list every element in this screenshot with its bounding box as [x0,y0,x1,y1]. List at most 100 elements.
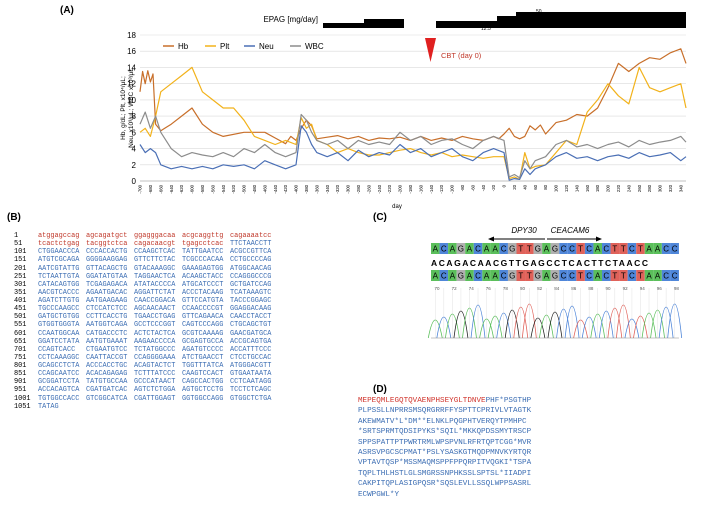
y-axis-label-line1: Hb, g/dL; Plt, x10⁴/μL; [120,76,127,140]
base-cell [559,243,568,254]
protein-line: ASRSVPGCSCPMAT*PSLYSASKGTMQDPMNVKYRTQR [358,449,532,458]
sequence-row: 101 CTGGAACCCA CCCACCACTG CCAAGCTCAC TATTGAA… [14,248,278,256]
sequence-row: 501 GATGCTGTGG CCTTCACCTG TGAACCTGAG GTTCAGA… [14,313,278,321]
base-letter: C [663,245,669,254]
sequence-group: TCTAATTGTA [38,272,80,281]
base-cell [490,270,500,281]
sequence-group: ACACAGAGAG [86,370,128,379]
epag-bar-segment [436,21,497,28]
base-letter: G [509,245,515,254]
arrow-left-icon [488,236,494,242]
sequence-group: CGATGATCAC [86,386,128,395]
sequence-group: CGATTGGAGT [134,394,176,403]
position-label: 72 [452,286,458,291]
protein-line: SPPSPATTPTPWRTRMLWPSPVNLRFRTQPTCGG*MVR [358,438,532,447]
base-cell [516,243,526,254]
base-cell [490,243,500,254]
legend-label: Hb [178,42,189,51]
sequence-group: ACCCTACAAG [182,288,224,297]
base-cell [550,270,560,281]
base-cell [525,270,534,281]
sequence-group: GGATCCTATA [38,337,80,346]
base-cell [542,270,551,281]
base-cell [653,243,662,254]
base-letter: G [535,245,541,254]
position-label: 84 [554,286,560,291]
sequence-position: 551 [14,321,27,330]
nucleotide-sequence: 1 atggagccag agcagatgct ggagggacaa acgcaggtt… [14,232,278,411]
epag-bar-segment [497,16,516,28]
base-letter: G [458,245,464,254]
x-tick-label: -180 [408,184,413,193]
sequence-group: TATAG [38,402,59,411]
sequence-position: 451 [14,305,27,314]
base-letter: A [484,272,490,281]
protein-line: AKEWMATV*L*DM**ELNKLPQGPHTVERQYTPMHPC [358,417,527,426]
sequence-position: 401 [14,297,27,305]
base-letter: T [621,245,626,254]
sequence-position: 901 [14,378,27,387]
x-tick-label: 220 [616,184,621,192]
base-cell [448,243,457,254]
cbt-triangle-icon [425,38,436,62]
base-letter: C [672,272,678,281]
y-axis-ticks: 0 2 4 6 8 10 12 14 16 18 [127,31,136,186]
sequence-row: 251 TCTAATTGTA GGATATGTAA TAGGAACTCA ACAAGCT… [14,273,278,281]
x-tick-label: 300 [658,184,663,192]
base-letter: A [655,245,661,254]
base-letter: C [672,245,678,254]
y-tick-label: 14 [127,63,136,72]
base-letter: C [603,245,609,254]
base-cell [559,270,568,281]
sequence-row: 801 GCAGCCTCTA ACCCACCTGC ACAGTACTCT TGGTTTA… [14,362,278,370]
base-cell [439,270,449,281]
sequence-group: CAAGTCCACT [182,370,224,379]
x-axis-ticks: -700 -680 -660 -640 -620 -600 -580 -560 -540 -520… [138,184,684,193]
sequence-position: 751 [14,353,27,362]
base-letter: A [450,272,456,281]
sequence-group: TATTGAATCC [182,248,224,257]
sequence-row: 1 atggagccag agcagatgct ggagggacaa acgcaggtt… [14,232,278,240]
protein-line: MEPEQMLEGQTQVAENPHSEYGLTDNVEPHF*PSGTHP [358,396,678,406]
x-tick-label: -540 [221,184,226,193]
position-label: 70 [434,286,440,291]
legend-label: Plt [220,42,230,51]
sequence-group: CAATTACCGT [86,353,128,362]
sequence-group: tcactctgag [38,240,80,249]
sequence-position: 1001 [14,394,31,403]
sequence-group: ACCACAGTCA [38,386,80,395]
sequence-position: 701 [14,345,27,354]
sequence-group: CATGACCCTC [86,329,128,338]
epag-dosing-bar: EPAG [mg/day] 12.525 37.5 50 [263,9,686,32]
position-label: 88 [588,286,594,291]
base-letter: A [595,272,601,281]
base-cell [653,270,662,281]
sequence-group: AATGTGAAAT [86,337,128,346]
base-cell [661,243,671,254]
x-tick-label: -660 [158,184,163,193]
arrow-right-icon [596,236,602,242]
base-cell [516,270,526,281]
base-cell [602,270,611,281]
base-letter: C [569,272,575,281]
x-tick-label: -140 [429,184,434,193]
base-letter: C [501,272,507,281]
sequence-group: CCAACCCCGT [182,305,224,314]
x-tick-label: -60 [470,184,475,191]
sequence-position: 101 [14,248,27,257]
base-letter: C [441,245,447,254]
sequence-group: AAGAACCCCA [134,337,176,346]
sequence-group: TGGTTTATCA [182,362,224,370]
position-label: 80 [520,286,526,291]
sequence-group: TCATAAAGTC [230,288,272,297]
sequence-group: AATGGTCAGA [86,321,128,330]
sequence-row: 601 CCAATGGCAA CATGACCCTC ACTCTACTCA GCGTCAA… [14,330,278,338]
sequence-group: CTGCAGCTGT [230,321,272,330]
base-letter: A [433,272,439,281]
sequence-group: GTGGTGGGTA [38,321,80,330]
x-tick-label: 120 [564,184,569,192]
sequence-position: 601 [14,329,27,338]
base-cell [610,270,620,281]
position-label: 82 [537,286,543,291]
sequence-group: ATATACCCCA [134,280,176,289]
